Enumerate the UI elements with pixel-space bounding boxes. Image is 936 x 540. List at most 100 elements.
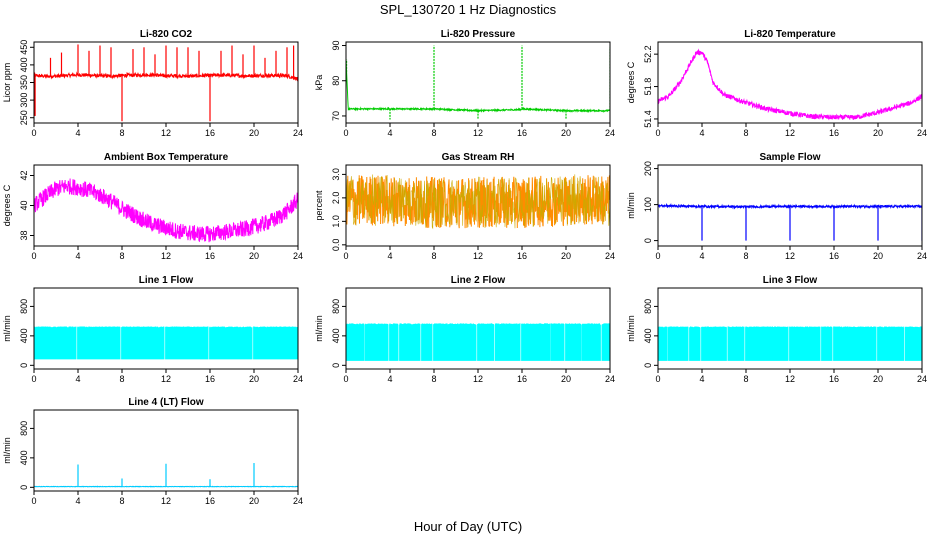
li-820-co2-title: Li-820 CO2 (140, 29, 193, 40)
line-2-flow-x-tick-label: 24 (605, 374, 615, 384)
sample-flow-series (658, 202, 922, 241)
sample-flow-y-tick-label: 100 (643, 197, 653, 212)
line-2-flow-y-tick-label: 0 (331, 363, 341, 368)
li-820-pressure-x-tick-label: 24 (605, 128, 615, 138)
line-3-flow-y-tick-label: 800 (643, 299, 653, 314)
li-820-temperature-x-tick-label: 8 (743, 128, 748, 138)
line-3-flow-flow-area (658, 326, 922, 361)
line-3-flow-x-tick-label: 12 (785, 374, 795, 384)
line-4-lt-flow-y-tick-label: 800 (19, 421, 29, 436)
line-1-flow-y-tick-label: 0 (19, 363, 29, 368)
sample-flow-x-tick-label: 4 (699, 251, 704, 261)
li-820-temperature-ylabel: degrees C (626, 61, 636, 103)
ambient-box-temperature-series (34, 178, 298, 243)
line-4-lt-flow-x-tick-label: 16 (205, 496, 215, 506)
li-820-co2-x-tick-label: 16 (205, 128, 215, 138)
li-820-temperature-x-tick-label: 12 (785, 128, 795, 138)
li-820-co2-x-tick-label: 24 (293, 128, 303, 138)
line-2-flow-x-tick-label: 8 (431, 374, 436, 384)
sample-flow-y-tick-label: 0 (643, 238, 653, 243)
li-820-co2-x-tick-label: 0 (31, 128, 36, 138)
line-4-lt-flow-x-tick-label: 8 (119, 496, 124, 506)
li-820-pressure-x-tick-label: 16 (517, 128, 527, 138)
line-1-flow-title: Line 1 Flow (139, 275, 194, 286)
li-820-co2-x-tick-label: 4 (75, 128, 80, 138)
li-820-pressure-ylabel: kPa (314, 75, 324, 91)
line-2-flow-x-tick-label: 12 (473, 374, 483, 384)
line-2-flow-title: Line 2 Flow (451, 275, 506, 286)
li-820-temperature-y-tick-label: 52.2 (643, 45, 653, 63)
line-2-flow-flow-area (346, 323, 610, 361)
line-4-lt-flow-x-tick-label: 0 (31, 496, 36, 506)
ambient-box-temperature-y-tick-label: 38 (19, 230, 29, 240)
line-1-flow-flow-area (34, 326, 298, 360)
line-4-lt-flow-x-tick-label: 24 (293, 496, 303, 506)
line-1-flow-x-tick-label: 0 (31, 374, 36, 384)
panel-li-820-co2: Li-820 CO2 0 4 8 12 16 20 24 250 300 350 400 450 Lico… (2, 29, 303, 138)
li-820-pressure-series (346, 45, 610, 120)
ambient-box-temperature-x-tick-label: 0 (31, 251, 36, 261)
ambient-box-temperature-x-tick-label: 4 (75, 251, 80, 261)
panel-li-820-temperature: Li-820 Temperature 0 4 8 12 16 20 24 51.4 51.8 52.… (626, 29, 927, 138)
ambient-box-temperature-x-tick-label: 12 (161, 251, 171, 261)
li-820-temperature-x-tick-label: 16 (829, 128, 839, 138)
li-820-pressure-y-tick-label: 80 (331, 76, 341, 86)
gas-stream-rh-y-tick-label: 0.0 (331, 239, 341, 252)
li-820-pressure-x-tick-label: 0 (343, 128, 348, 138)
li-820-temperature-series (658, 48, 922, 121)
sample-flow-x-tick-label: 24 (917, 251, 927, 261)
sample-flow-y-tick-label: 200 (643, 161, 653, 176)
li-820-temperature-x-tick-label: 0 (655, 128, 660, 138)
li-820-co2-y-tick-label: 300 (19, 93, 29, 108)
line-2-flow-x-tick-label: 16 (517, 374, 527, 384)
ambient-box-temperature-title: Ambient Box Temperature (104, 152, 229, 163)
li-820-temperature-y-tick-label: 51.4 (643, 110, 653, 128)
gas-stream-rh-ylabel: percent (314, 190, 324, 221)
line-3-flow-x-tick-label: 4 (699, 374, 704, 384)
sample-flow-x-tick-label: 12 (785, 251, 795, 261)
line-1-flow-series (34, 326, 298, 360)
line-1-flow-x-tick-label: 20 (249, 374, 259, 384)
panel-li-820-pressure: Li-820 Pressure 0 4 8 12 16 20 24 70 80 90 kPa (314, 29, 615, 138)
gas-stream-rh-x-tick-label: 20 (561, 251, 571, 261)
gas-stream-rh-x-tick-label: 24 (605, 251, 615, 261)
figure-xlabel: Hour of Day (UTC) (414, 519, 522, 534)
li-820-pressure-title: Li-820 Pressure (441, 29, 516, 40)
line-2-flow-y-tick-label: 800 (331, 299, 341, 314)
line-1-flow-x-tick-label: 8 (119, 374, 124, 384)
li-820-co2-y-tick-label: 400 (19, 57, 29, 72)
gas-stream-rh-line (346, 175, 610, 229)
line-1-flow-y-tick-label: 800 (19, 299, 29, 314)
panel-line-2-flow: Line 2 Flow 0 4 8 12 16 20 24 0 400 800 ml/min (314, 275, 615, 384)
li-820-co2-y-tick-label: 450 (19, 40, 29, 55)
li-820-temperature-title: Li-820 Temperature (744, 29, 836, 40)
line-1-flow-x-tick-label: 24 (293, 374, 303, 384)
sample-flow-title: Sample Flow (759, 152, 820, 163)
line-4-lt-flow-y-tick-label: 400 (19, 450, 29, 465)
gas-stream-rh-x-tick-label: 16 (517, 251, 527, 261)
gas-stream-rh-x-tick-label: 4 (387, 251, 392, 261)
gas-stream-rh-series (346, 174, 610, 230)
line-4-lt-flow-series (34, 463, 298, 488)
ambient-box-temperature-y-tick-label: 40 (19, 200, 29, 210)
li-820-pressure-line (346, 58, 610, 114)
panel-line-1-flow: Line 1 Flow 0 4 8 12 16 20 24 0 400 800 ml/min (2, 275, 303, 384)
gas-stream-rh-y-tick-label: 2.0 (331, 192, 341, 205)
line-2-flow-ylabel: ml/min (314, 315, 324, 342)
sample-flow-line (658, 202, 922, 210)
sample-flow-x-tick-label: 8 (743, 251, 748, 261)
li-820-co2-x-tick-label: 20 (249, 128, 259, 138)
line-3-flow-x-tick-label: 16 (829, 374, 839, 384)
gas-stream-rh-x-tick-label: 8 (431, 251, 436, 261)
line-3-flow-ylabel: ml/min (626, 315, 636, 342)
ambient-box-temperature-x-tick-label: 24 (293, 251, 303, 261)
ambient-box-temperature-line (34, 178, 298, 243)
li-820-co2-y-tick-label: 350 (19, 75, 29, 90)
li-820-temperature-x-tick-label: 4 (699, 128, 704, 138)
line-3-flow-x-tick-label: 24 (917, 374, 927, 384)
line-1-flow-x-tick-label: 16 (205, 374, 215, 384)
li-820-co2-x-tick-label: 8 (119, 128, 124, 138)
line-4-lt-flow-ylabel: ml/min (2, 437, 12, 464)
line-2-flow-y-tick-label: 400 (331, 328, 341, 343)
